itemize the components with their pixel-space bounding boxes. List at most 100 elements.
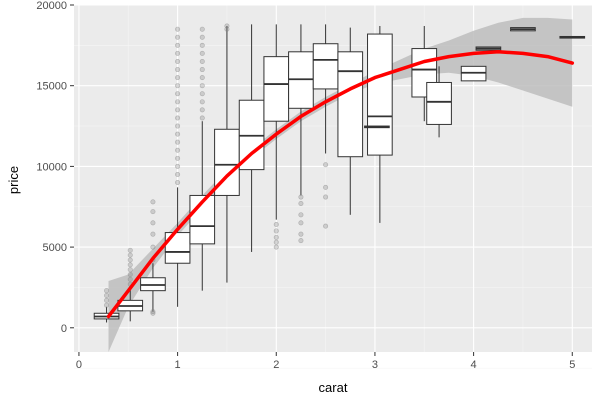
boxplot-layer <box>93 24 586 323</box>
box-group <box>426 66 452 138</box>
x-tick-label: 3 <box>372 359 378 371</box>
box-group <box>164 187 191 307</box>
x-axis: 0 1 2 3 4 5 <box>76 352 575 371</box>
outlier-point <box>150 220 156 226</box>
x-axis-title: carat <box>319 380 348 395</box>
outlier-point <box>323 162 329 168</box>
box-group <box>189 121 216 291</box>
outlier-point <box>175 75 181 81</box>
outlier-point <box>150 209 156 215</box>
outlier-point <box>104 302 110 308</box>
outlier-point <box>175 180 181 186</box>
box <box>337 51 364 158</box>
box-group <box>559 35 586 39</box>
outlier-point <box>199 91 205 97</box>
outlier-point <box>175 107 181 113</box>
outlier-point <box>175 67 181 73</box>
outlier-point <box>323 184 329 190</box>
box-group <box>238 24 265 252</box>
outlier-point <box>298 231 304 237</box>
box-group <box>117 285 144 322</box>
outlier-point <box>175 99 181 105</box>
outlier-point <box>273 228 279 234</box>
confidence-ribbon <box>108 17 573 353</box>
outlier-point <box>199 99 205 105</box>
outlier-point <box>150 310 156 316</box>
x-tick-label: 0 <box>76 359 82 371</box>
outlier-point <box>127 267 133 273</box>
box-group <box>140 263 166 312</box>
y-axis: 0 5000 10000 15000 20000 <box>36 0 74 335</box>
outlier-point <box>127 257 133 263</box>
outlier-point <box>175 155 181 161</box>
outlier-point <box>150 231 156 237</box>
outlier-point <box>298 212 304 218</box>
outlier-point <box>150 244 156 250</box>
outlier-point <box>175 123 181 129</box>
outlier-point <box>127 247 133 253</box>
outlier-point <box>273 244 279 250</box>
outlier-point <box>298 220 304 226</box>
box <box>312 43 339 90</box>
outlier-point <box>127 262 133 268</box>
y-tick-label: 10000 <box>36 161 67 173</box>
outlier-point <box>298 201 304 207</box>
box-group <box>288 24 314 196</box>
outlier-point <box>175 131 181 137</box>
outlier-point <box>150 309 156 315</box>
box <box>189 194 216 245</box>
box-group <box>460 65 487 82</box>
box-group <box>510 27 536 32</box>
y-tick-label: 5000 <box>43 242 67 254</box>
outlier-point <box>273 221 279 227</box>
outlier-point <box>104 288 110 294</box>
outlier-point <box>199 58 205 64</box>
outlier-point <box>273 239 279 245</box>
outlier-point <box>127 272 133 278</box>
outlier-point <box>199 75 205 81</box>
outlier-point <box>175 42 181 48</box>
box <box>367 33 393 156</box>
outlier-point <box>175 171 181 177</box>
smooth-line <box>106 50 575 319</box>
outlier-point <box>175 26 181 32</box>
outlier-point <box>150 199 156 205</box>
y-tick-label: 0 <box>61 323 67 335</box>
outlier-point <box>175 115 181 121</box>
outlier-point <box>175 58 181 64</box>
box <box>263 56 290 122</box>
outlier-point <box>199 26 205 32</box>
outlier-point <box>175 34 181 40</box>
box-group <box>367 25 393 223</box>
box-group <box>475 46 502 51</box>
outlier-point <box>199 50 205 56</box>
smooth-line-layer <box>106 50 575 319</box>
outlier-point <box>175 163 181 169</box>
outlier-point <box>175 50 181 56</box>
confidence-band <box>108 17 573 353</box>
outlier-point <box>175 139 181 145</box>
box-group <box>337 27 364 215</box>
outlier-point <box>175 91 181 97</box>
box <box>426 81 452 125</box>
outlier-point <box>323 194 329 200</box>
box-group <box>364 125 390 129</box>
y-tick-label: 15000 <box>36 81 67 93</box>
y-tick-label: 20000 <box>36 0 67 12</box>
outlier-point <box>104 297 110 303</box>
y-axis-title: price <box>6 166 21 194</box>
outlier-point <box>323 223 329 229</box>
outlier-point <box>224 23 230 29</box>
outlier-point <box>199 42 205 48</box>
outlier-point <box>199 67 205 73</box>
outlier-point <box>199 115 205 121</box>
outlier-point <box>199 107 205 113</box>
outlier-point <box>199 83 205 89</box>
outlier-point <box>104 293 110 299</box>
outlier-point <box>175 147 181 153</box>
box-group <box>312 24 339 154</box>
outlier-point <box>298 194 304 200</box>
x-tick-label: 1 <box>175 359 181 371</box>
x-tick-label: 4 <box>471 359 477 371</box>
